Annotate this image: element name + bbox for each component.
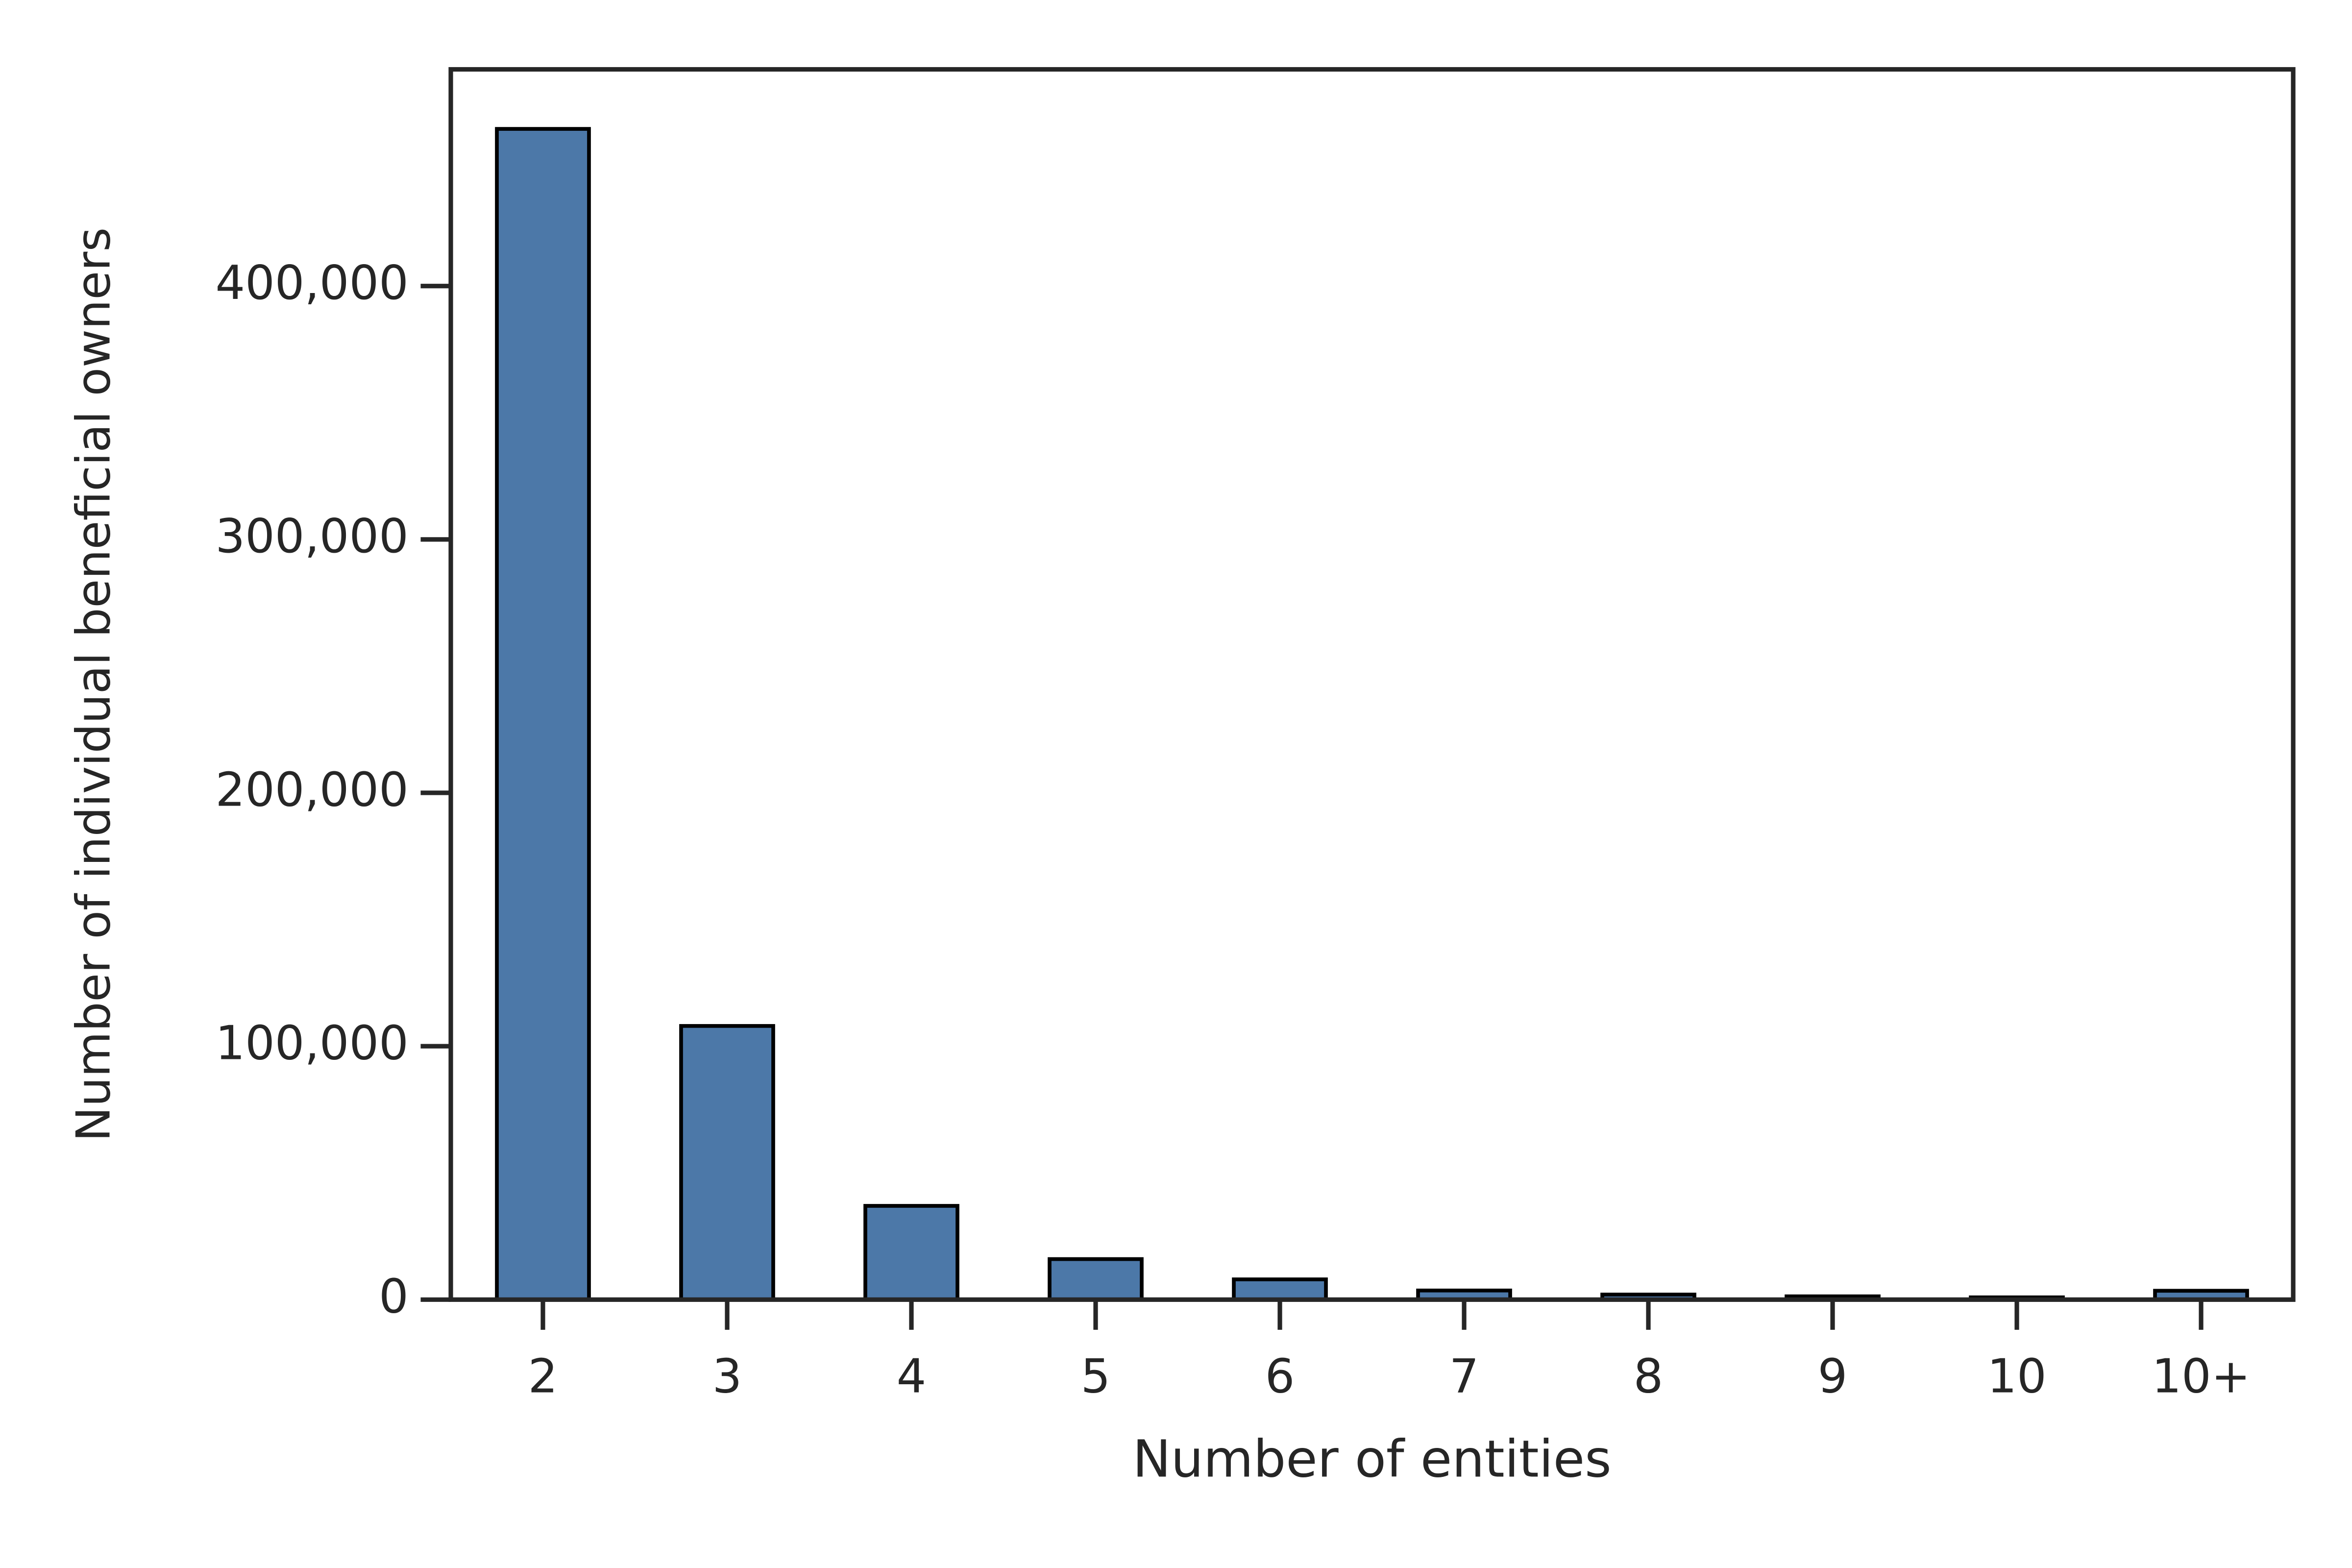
y-tick-label: 300,000 — [215, 509, 408, 564]
y-axis-label: Number of individual beneficial owners — [66, 227, 121, 1142]
x-tick-label: 7 — [1449, 1349, 1479, 1404]
x-tick-label: 4 — [897, 1349, 927, 1404]
bar — [863, 1204, 959, 1302]
x-tick-label: 5 — [1081, 1349, 1111, 1404]
bar — [679, 1024, 775, 1302]
bar — [1232, 1277, 1328, 1302]
x-tick-label: 3 — [712, 1349, 742, 1404]
x-tick-label: 10 — [1987, 1349, 2046, 1404]
x-tick-label: 6 — [1265, 1349, 1295, 1404]
plot-frame — [448, 67, 2296, 1302]
y-tick-label: 0 — [379, 1270, 409, 1324]
x-tick-label: 10+ — [2152, 1349, 2250, 1404]
x-axis-label: Number of entities — [1132, 1429, 1611, 1489]
y-tick-label: 200,000 — [215, 762, 408, 817]
x-tick-label: 2 — [528, 1349, 558, 1404]
x-tick-label: 8 — [1634, 1349, 1664, 1404]
bar — [495, 127, 591, 1302]
bar — [1048, 1257, 1144, 1302]
y-tick-label: 100,000 — [215, 1016, 408, 1071]
y-tick-label: 400,000 — [215, 256, 408, 310]
x-tick-label: 9 — [1818, 1349, 1848, 1404]
